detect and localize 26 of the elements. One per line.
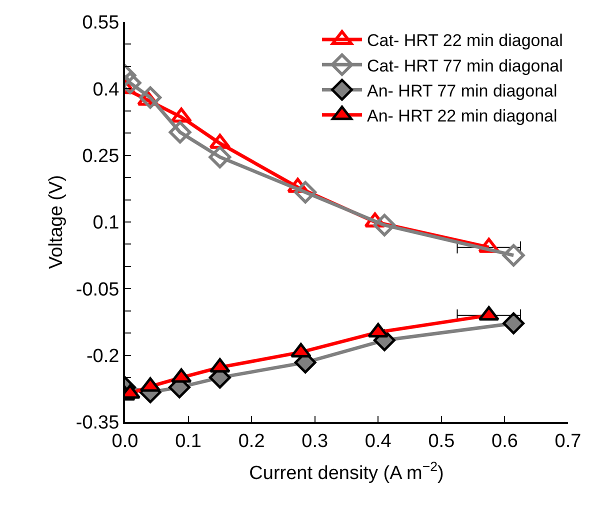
legend-label: An- HRT 77 min diagonal <box>367 81 558 100</box>
x-axis-title: Current density (A m$^{−2}$) <box>249 459 444 484</box>
point <box>294 180 317 204</box>
x-tick-label: 0.6 <box>492 430 518 452</box>
x-tick-label: 0.1 <box>175 430 202 452</box>
legend-label: Cat- HRT 77 min diagonal <box>367 56 563 76</box>
x-tick-label: 0.7 <box>554 430 582 452</box>
point <box>208 146 232 168</box>
point <box>168 120 192 144</box>
y-tick-label: 0.4 <box>92 79 120 100</box>
point <box>139 86 162 109</box>
legend-label: Cat- HRT 22 min diagonal <box>367 31 563 50</box>
x-tick-label: 0.3 <box>302 430 328 452</box>
legend-label: An- HRT 22 min diagonal <box>367 106 558 126</box>
y-tick-label: 0.1 <box>92 212 120 234</box>
point <box>502 244 525 267</box>
x-tick-label: 0.2 <box>238 430 265 452</box>
y-tick-label: 0.25 <box>82 146 120 167</box>
y-tick-label: -0.2 <box>86 346 120 367</box>
x-tick-label: 0.5 <box>428 430 455 452</box>
point <box>373 214 396 236</box>
y-tick-label: 0.55 <box>82 12 120 34</box>
y-tick-label: -0.05 <box>76 279 120 300</box>
y-axis-title: Voltage (V) <box>46 175 68 269</box>
x-tick-label: 0.4 <box>364 430 392 452</box>
point <box>502 312 525 334</box>
